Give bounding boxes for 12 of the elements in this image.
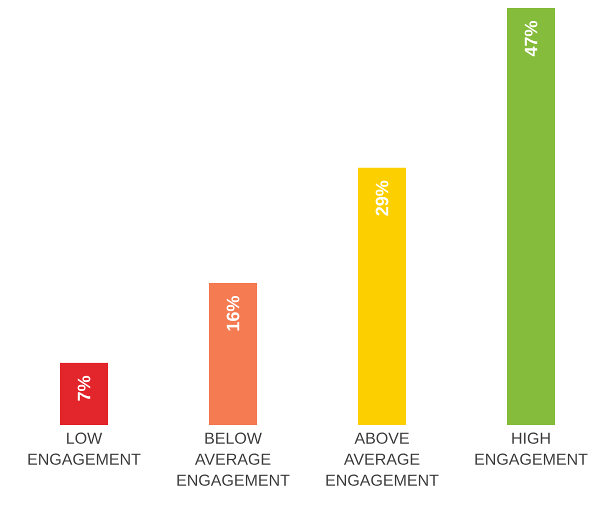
x-tick-label: LOW ENGAGEMENT [28,432,141,465]
data-label: 47% [524,21,538,56]
data-label: 7% [78,376,90,401]
bar [507,8,556,425]
data-label: 16% [226,296,240,330]
x-tick-label: HIGH ENGAGEMENT [475,432,588,465]
bar [60,362,108,425]
data-label: 29% [376,180,388,216]
bar [358,168,406,425]
x-tick-label: ABOVE AVERAGE ENGAGEMENT [326,432,439,486]
x-tick-label: BELOW AVERAGE ENGAGEMENT [177,432,290,486]
bar [209,283,258,425]
